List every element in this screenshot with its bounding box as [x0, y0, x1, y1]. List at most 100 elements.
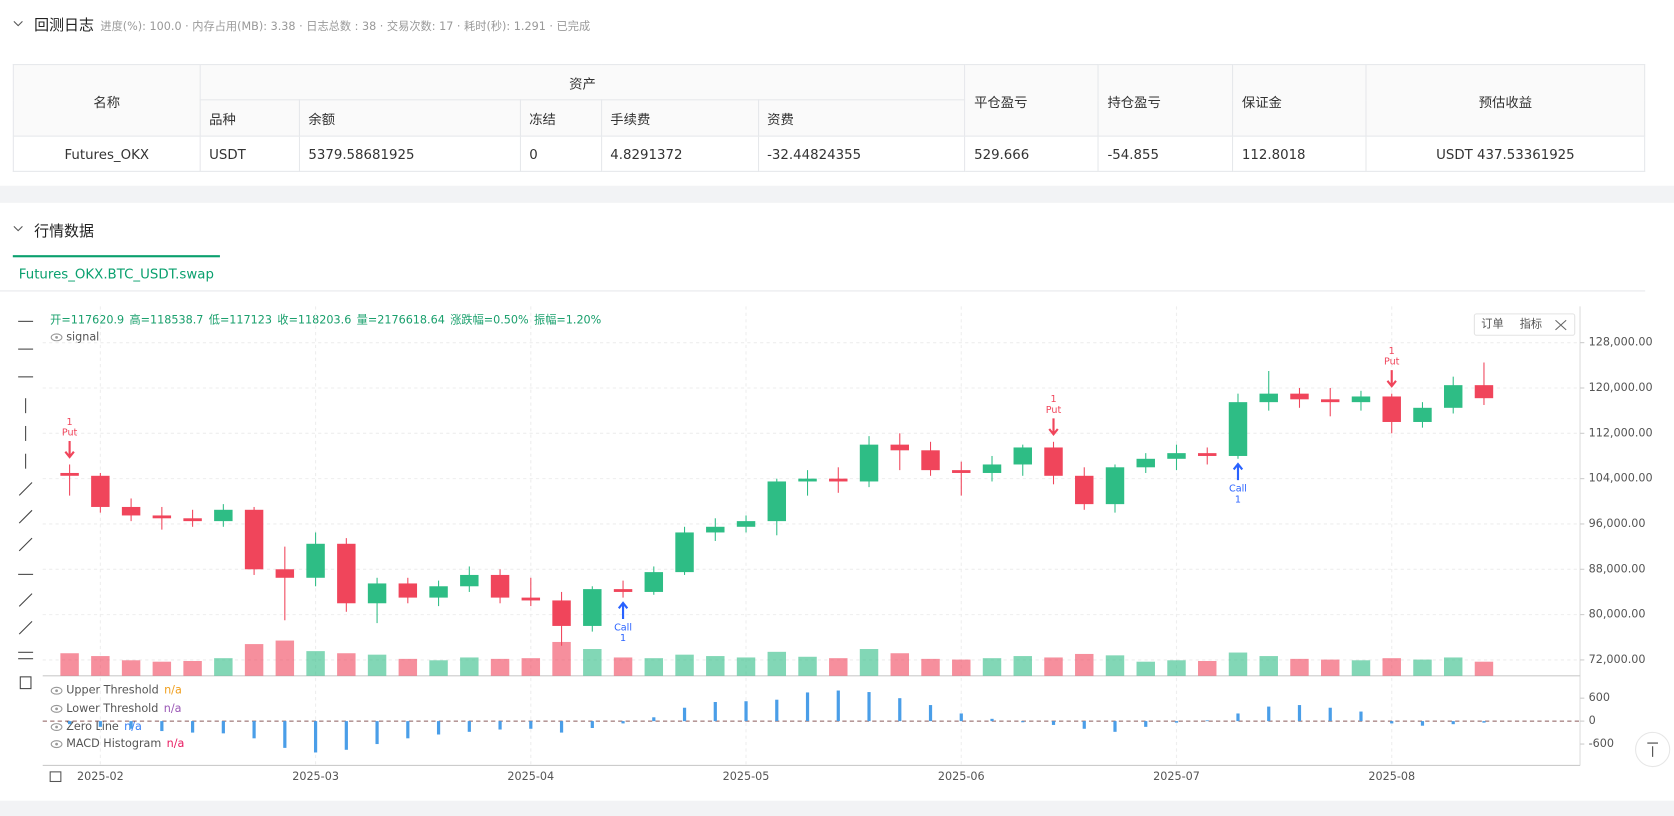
scroll-top-icon: [1647, 742, 1658, 757]
signal-label: Call: [1229, 484, 1247, 495]
legend-value: n/a: [124, 720, 142, 733]
y-tick-label: -600: [1589, 737, 1614, 750]
candle-body: [644, 572, 664, 592]
volume-bar: [890, 653, 909, 676]
candle-body: [60, 472, 79, 476]
candle-body: [1013, 447, 1032, 465]
eye-pupil: [55, 335, 58, 339]
macd-bar: [713, 701, 717, 722]
candle-body: [1382, 396, 1401, 422]
legend-name: MACD Histogram: [66, 737, 161, 750]
ohlc-item: 低=117123: [209, 313, 272, 326]
calendar-icon[interactable]: [49, 771, 62, 783]
macd-bar: [375, 721, 379, 745]
volume-bar: [829, 658, 848, 676]
volume-bar: [306, 651, 325, 676]
macd-bar: [1051, 721, 1056, 725]
fullscreen-button[interactable]: [1555, 319, 1567, 331]
signal-label: Put: [1384, 357, 1400, 368]
macd-bar: [467, 721, 471, 732]
eye-icon: [50, 686, 63, 695]
volume-bar: [1228, 652, 1248, 676]
volume-bar: [91, 656, 110, 676]
candle-body: [1198, 453, 1217, 456]
backtest-section: 回测日志 进度(%): 100.0 · 内存占用(MB): 3.38 · 日志总数…: [0, 0, 1674, 186]
legend-name: signal: [66, 330, 99, 343]
signal-label: Put: [62, 427, 78, 438]
candle-body: [306, 543, 325, 578]
header-cell: 平仓盈亏: [964, 64, 1099, 137]
macd-bar: [867, 692, 871, 722]
signal-label: Put: [1046, 405, 1062, 416]
collapse-icon[interactable]: [13, 18, 24, 29]
macd-bar: [805, 692, 810, 722]
candle-body: [367, 583, 387, 604]
subheader-cell: 品种: [199, 99, 300, 137]
indicators-button[interactable]: 指标: [1520, 317, 1542, 331]
collapse-icon[interactable]: [13, 223, 24, 234]
ohlc-item: 量=2176618.64: [357, 313, 445, 326]
candle-body: [1351, 396, 1371, 403]
candle-body: [583, 589, 602, 626]
volume-bar: [337, 653, 356, 676]
macd-bar: [1144, 721, 1148, 727]
macd-bar: [283, 721, 287, 748]
eye-pupil: [55, 707, 58, 711]
macd-bar: [313, 721, 318, 753]
macd-bar: [190, 721, 195, 733]
eye-pupil: [55, 725, 58, 729]
subheader-cell: 余额: [298, 99, 521, 137]
macd-bar: [744, 701, 748, 722]
subheader-cell: 冻结: [519, 99, 602, 137]
volume-bar: [429, 660, 448, 676]
macd-bar: [529, 721, 533, 729]
macd-bar: [1359, 711, 1363, 722]
cell: -54.855: [1097, 135, 1234, 172]
macd-bar: [68, 721, 72, 725]
macd-bar: [98, 721, 102, 727]
signal-count: 1: [67, 417, 73, 428]
signal-arrow: [617, 601, 629, 619]
symbol-tab[interactable]: Futures_OKX.BTC_USDT.swap: [12, 255, 220, 290]
volume-bar: [275, 640, 295, 676]
volume-bar: [367, 654, 387, 676]
tab-divider: [0, 290, 1646, 292]
volume-bar: [1198, 660, 1217, 676]
y-tick-label: 120,000.00: [1589, 381, 1653, 394]
candle-body: [1413, 407, 1432, 422]
chart-buttons: [1473, 313, 1576, 336]
volume-bar: [952, 659, 971, 676]
x-tick-label: 2025-04: [507, 770, 554, 783]
cell: 0: [519, 135, 602, 172]
volume-bar: [921, 658, 940, 676]
candle-body: [982, 464, 1002, 473]
macd-bar: [406, 721, 410, 739]
macd-bar: [1082, 721, 1086, 729]
macd-bar: [682, 707, 687, 722]
legend-item: MACD Histogram n/a: [66, 737, 184, 750]
legend-name: Lower Threshold: [66, 702, 158, 715]
signal-arrow: [1232, 462, 1244, 481]
eye-icon: [50, 333, 63, 342]
macd-bar: [129, 721, 133, 729]
volume-bar: [706, 656, 725, 676]
orders-button[interactable]: 订单: [1481, 318, 1503, 331]
volume-bar: [1136, 661, 1155, 676]
macd-bar: [990, 718, 994, 722]
macd-bar: [498, 721, 502, 730]
candle-body: [890, 444, 909, 451]
volume-bar: [798, 656, 817, 676]
macd-bar: [252, 721, 256, 739]
cell: USDT 437.53361925: [1365, 135, 1646, 172]
candle-body: [214, 509, 233, 522]
volume-bar: [460, 657, 479, 676]
volume-bar: [1044, 657, 1063, 676]
subheader-cell: 手续费: [600, 99, 759, 137]
macd-bar: [1451, 721, 1455, 725]
macd-bar: [898, 698, 902, 722]
eye-pupil: [55, 742, 58, 746]
cell: 112.8018: [1232, 135, 1367, 172]
volume-bar: [644, 658, 664, 676]
